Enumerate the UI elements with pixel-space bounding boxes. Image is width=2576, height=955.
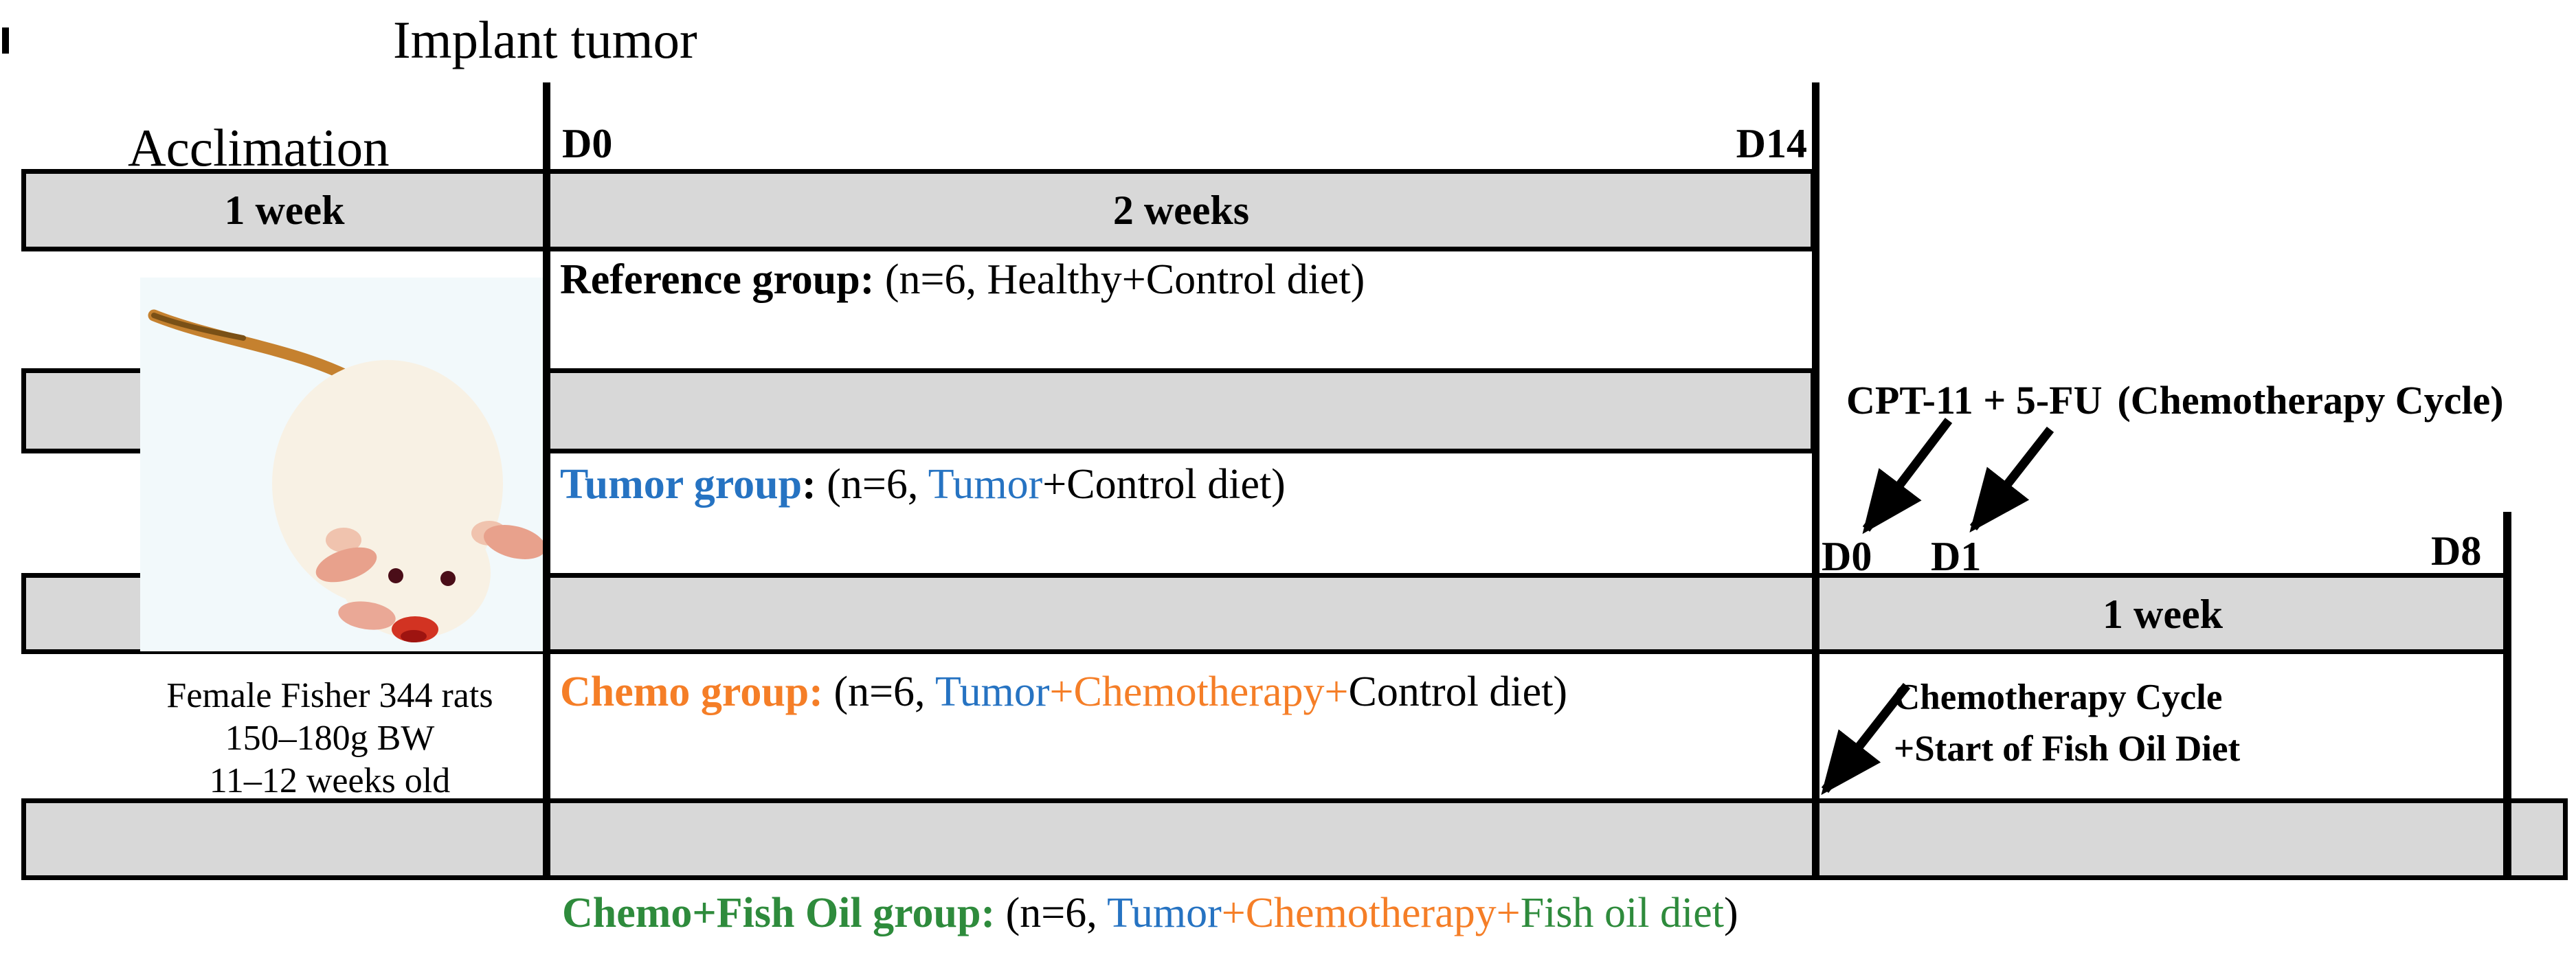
edge-tick (2, 27, 9, 54)
rat-image (140, 278, 543, 651)
d14-line (1812, 82, 1819, 880)
chemo-week-duration-label: 1 week (2103, 592, 2223, 637)
chemo-cycle-label: (Chemotherapy Cycle) (2117, 378, 2504, 423)
tumor-group-open: (n=6, (816, 461, 928, 508)
rat-right-paw (484, 525, 543, 559)
timeline2-d8-label: D8 (2431, 528, 2482, 574)
acclimation-tumor-growth-bar (21, 169, 1815, 251)
chemo-group-label: Chemo group: (560, 668, 823, 715)
rat-caption: Female Fisher 344 rats 150–180g BW 11–12… (128, 675, 531, 802)
tumor-group-colon: : (802, 461, 816, 508)
tumor-group-line: Tumor group: (n=6, Tumor+Control diet) (560, 462, 1286, 507)
reference-group-line: Reference group: (n=6, Healthy+Control d… (560, 257, 1365, 302)
fish-oil-group-open: (n=6, (995, 890, 1108, 936)
chemo-drugs-annotation: CPT-11 + 5-FU (Chemotherapy Cycle) (1846, 379, 2504, 422)
rat-hind-foot (338, 601, 396, 630)
fish-oil-group-chemo-word: +Chemotherapy+ (1221, 890, 1521, 936)
rat-caption-line2: 150–180g BW (225, 719, 435, 758)
fish-oil-group-bar (21, 798, 2568, 880)
reference-group-detail: (n=6, Healthy+Control diet) (874, 256, 1365, 303)
chemo-group-open: (n=6, (822, 668, 935, 715)
acclimation-duration-label: 1 week (224, 188, 345, 233)
acclimation-label: Acclimation (128, 118, 390, 177)
cycle-note-line2: +Start of Fish Oil Diet (1894, 729, 2241, 769)
rat-tail-shadow (151, 313, 246, 341)
chemo-group-tumor-word: Tumor (934, 668, 1050, 715)
timeline1-d14-label: D14 (1736, 121, 1807, 166)
chemo-group-line: Chemo group: (n=6, Tumor+Chemotherapy+Co… (560, 669, 1567, 715)
timeline2-d1-label: D1 (1931, 534, 1982, 579)
timeline2-d0-label: D0 (1822, 534, 1872, 579)
cycle-note-line1: Chemotherapy Cycle (1894, 677, 2223, 717)
timeline1-d0-label: D0 (562, 121, 613, 166)
implant-d0-line (543, 82, 550, 880)
rat-left-eye (388, 568, 403, 583)
rat-right-eye (440, 571, 456, 586)
fish-oil-group-fish-word: Fish oil diet (1520, 890, 1724, 936)
cycle-note: Chemotherapy Cycle +Start of Fish Oil Di… (1894, 672, 2240, 775)
implant-tumor-title: Implant tumor (393, 10, 697, 69)
fish-oil-group-close: ) (1723, 890, 1738, 936)
chemo-group-chemo-word: +Chemotherapy+ (1049, 668, 1349, 715)
rat-left-paw (315, 547, 377, 583)
rat-caption-line3: 11–12 weeks old (209, 761, 451, 800)
rat-caption-line1: Female Fisher 344 rats (166, 676, 493, 715)
fish-oil-group-label: Chemo+Fish Oil group: (562, 890, 996, 936)
d8-line (2503, 512, 2511, 880)
rat-left-ear (326, 528, 361, 552)
fu-d1-arrow (1969, 426, 2054, 533)
fish-oil-group-tumor-word: Tumor (1107, 890, 1222, 936)
chemo-group-rest: Control diet) (1348, 668, 1568, 715)
tumor-group-rest: +Control diet) (1042, 461, 1286, 508)
tumor-group-label: Tumor group (560, 461, 803, 508)
tumor-group-tumor-word: Tumor (928, 461, 1043, 508)
cpt11-d0-arrow (1862, 418, 1953, 535)
tumor-growth-duration-label: 2 weeks (1112, 188, 1250, 233)
reference-group-label: Reference group: (560, 256, 875, 303)
chemo-drugs-label: CPT-11 + 5-FU (1846, 378, 2103, 423)
fish-oil-group-line: Chemo+Fish Oil group: (n=6, Tumor+Chemot… (562, 890, 1738, 936)
rat-mouth (401, 630, 427, 642)
